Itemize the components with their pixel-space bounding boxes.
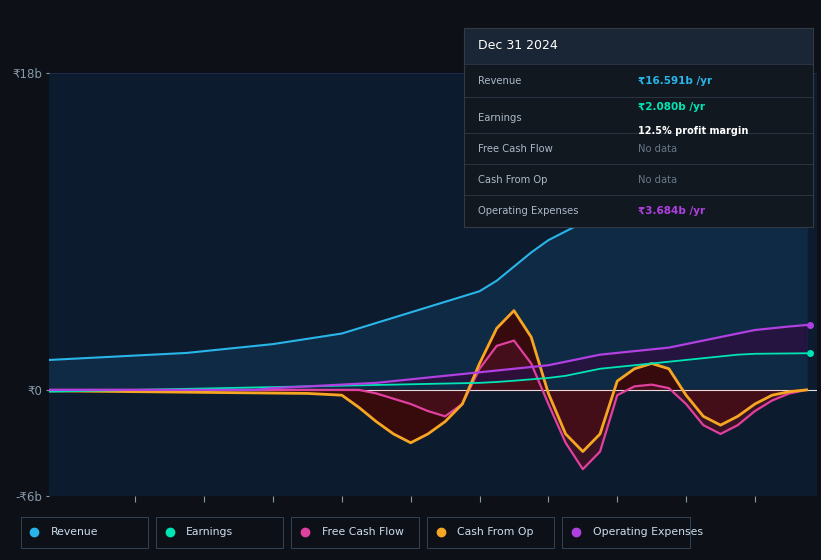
Text: Cash From Op: Cash From Op bbox=[457, 527, 534, 537]
Text: ₹2.080b /yr: ₹2.080b /yr bbox=[639, 101, 705, 111]
Text: Revenue: Revenue bbox=[51, 527, 99, 537]
Text: Operating Expenses: Operating Expenses bbox=[478, 206, 578, 216]
Text: Free Cash Flow: Free Cash Flow bbox=[322, 527, 404, 537]
Text: Free Cash Flow: Free Cash Flow bbox=[478, 144, 553, 154]
Text: No data: No data bbox=[639, 144, 677, 154]
Text: Dec 31 2024: Dec 31 2024 bbox=[478, 39, 557, 53]
Text: Revenue: Revenue bbox=[478, 76, 521, 86]
Text: Operating Expenses: Operating Expenses bbox=[593, 527, 703, 537]
Text: Earnings: Earnings bbox=[186, 527, 233, 537]
Text: ₹3.684b /yr: ₹3.684b /yr bbox=[639, 206, 705, 216]
Text: 12.5% profit margin: 12.5% profit margin bbox=[639, 127, 749, 137]
Text: Cash From Op: Cash From Op bbox=[478, 175, 548, 185]
Bar bbox=[464, 28, 813, 64]
Text: No data: No data bbox=[639, 175, 677, 185]
Text: Earnings: Earnings bbox=[478, 114, 521, 123]
Text: ₹16.591b /yr: ₹16.591b /yr bbox=[639, 76, 713, 86]
